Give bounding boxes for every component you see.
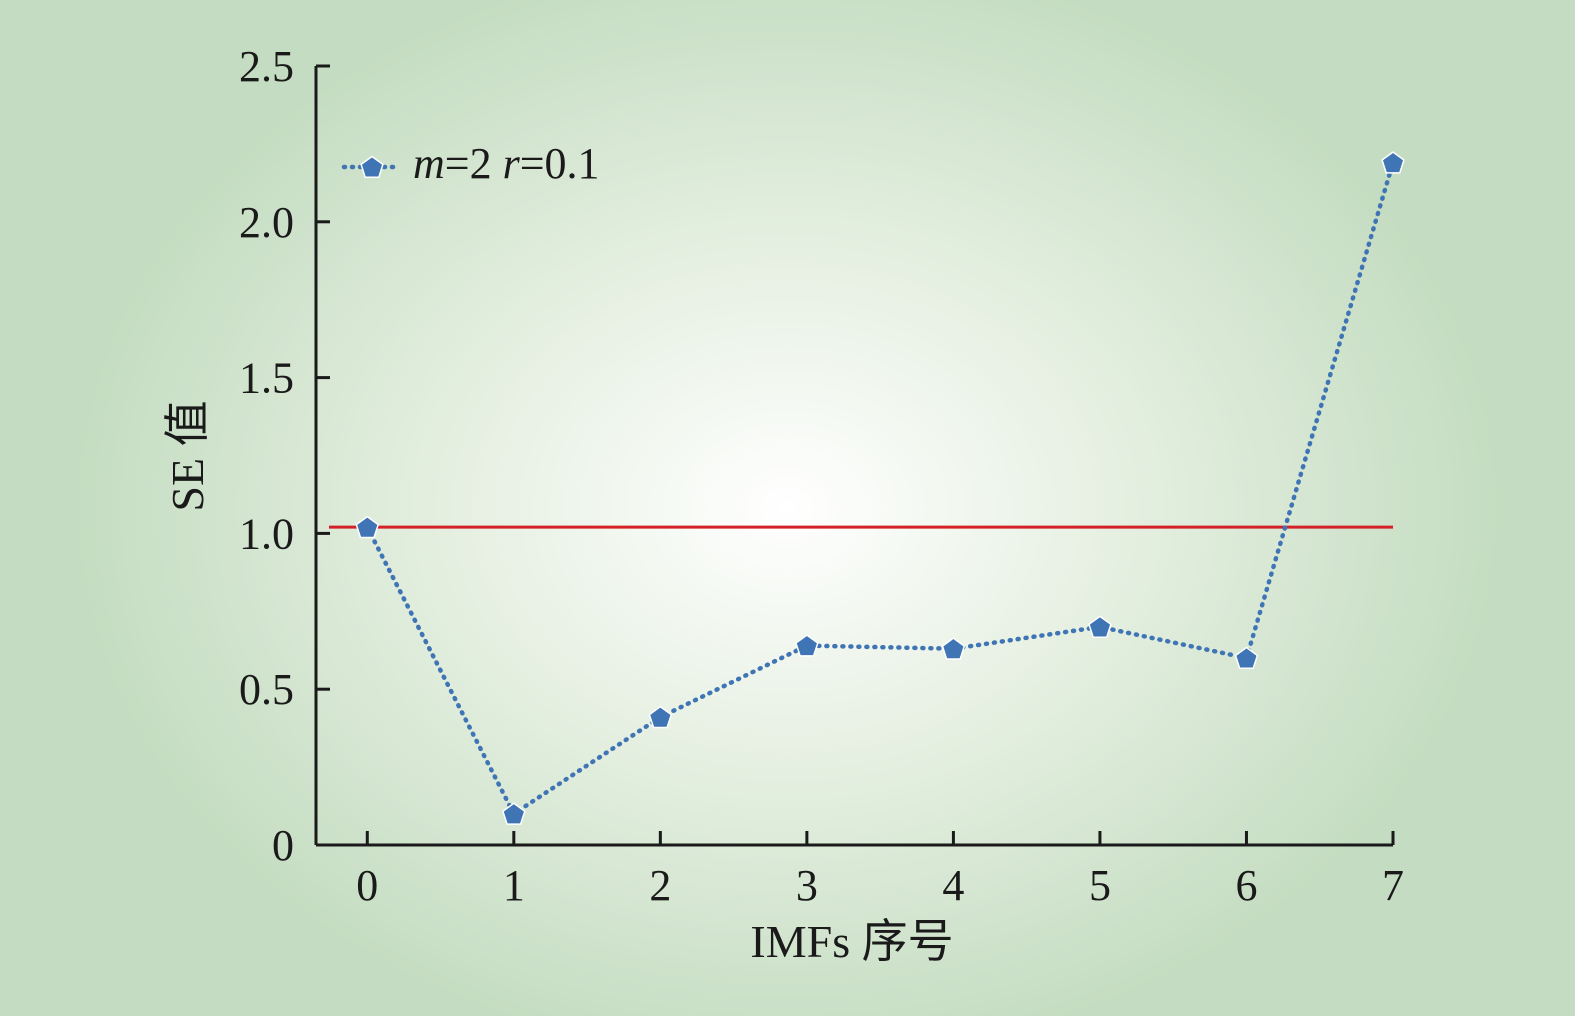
data-point-0: [355, 515, 380, 539]
x-tick-label-4: 4: [942, 861, 964, 910]
data-point-1: [502, 802, 526, 825]
x-ticks: 0 1 2 3 4 5 6 7: [356, 831, 1404, 910]
data-point-4: [941, 637, 966, 660]
legend-m-var: m: [413, 139, 445, 188]
y-tick-label-0: 0: [272, 821, 294, 870]
legend-r-val: =0.1: [520, 139, 600, 188]
x-tick-label-1: 1: [503, 861, 525, 910]
legend-marker: [360, 155, 384, 179]
legend-m-val: =2: [445, 139, 503, 188]
x-tick-label-6: 6: [1235, 861, 1257, 910]
data-point-2: [648, 705, 673, 729]
y-tick-label-5: 2.5: [239, 42, 294, 91]
y-tick-label-1: 0.5: [239, 665, 294, 714]
x-tick-label-3: 3: [796, 861, 818, 910]
x-tick-label-2: 2: [649, 861, 671, 910]
series-line-0: [365, 160, 1396, 817]
y-ticks: 0 0.5 1.0 1.5 2.0 2.5: [239, 42, 330, 870]
series-group: [355, 151, 1405, 825]
axes: 0 0.5 1.0 1.5 2.0 2.5 0 1 2 3 4 5 6 7: [239, 42, 1404, 910]
y-tick-label-3: 1.5: [239, 354, 294, 403]
data-point-7: [1381, 151, 1405, 174]
data-point-5: [1088, 615, 1112, 638]
x-tick-label-7: 7: [1382, 861, 1404, 910]
y-axis-title: SE 值: [162, 400, 213, 511]
data-point-6: [1234, 646, 1259, 670]
y-tick-label-2: 1.0: [239, 509, 294, 558]
legend-r-var: r: [503, 139, 521, 188]
x-axis-title: IMFs 序号: [750, 916, 953, 967]
x-tick-label-0: 0: [356, 861, 378, 910]
x-tick-label-5: 5: [1089, 861, 1111, 910]
y-tick-label-4: 2.0: [239, 198, 294, 247]
legend: m=2 r=0.1: [341, 139, 600, 188]
legend-label: m=2 r=0.1: [413, 139, 600, 188]
data-point-3: [795, 634, 819, 657]
